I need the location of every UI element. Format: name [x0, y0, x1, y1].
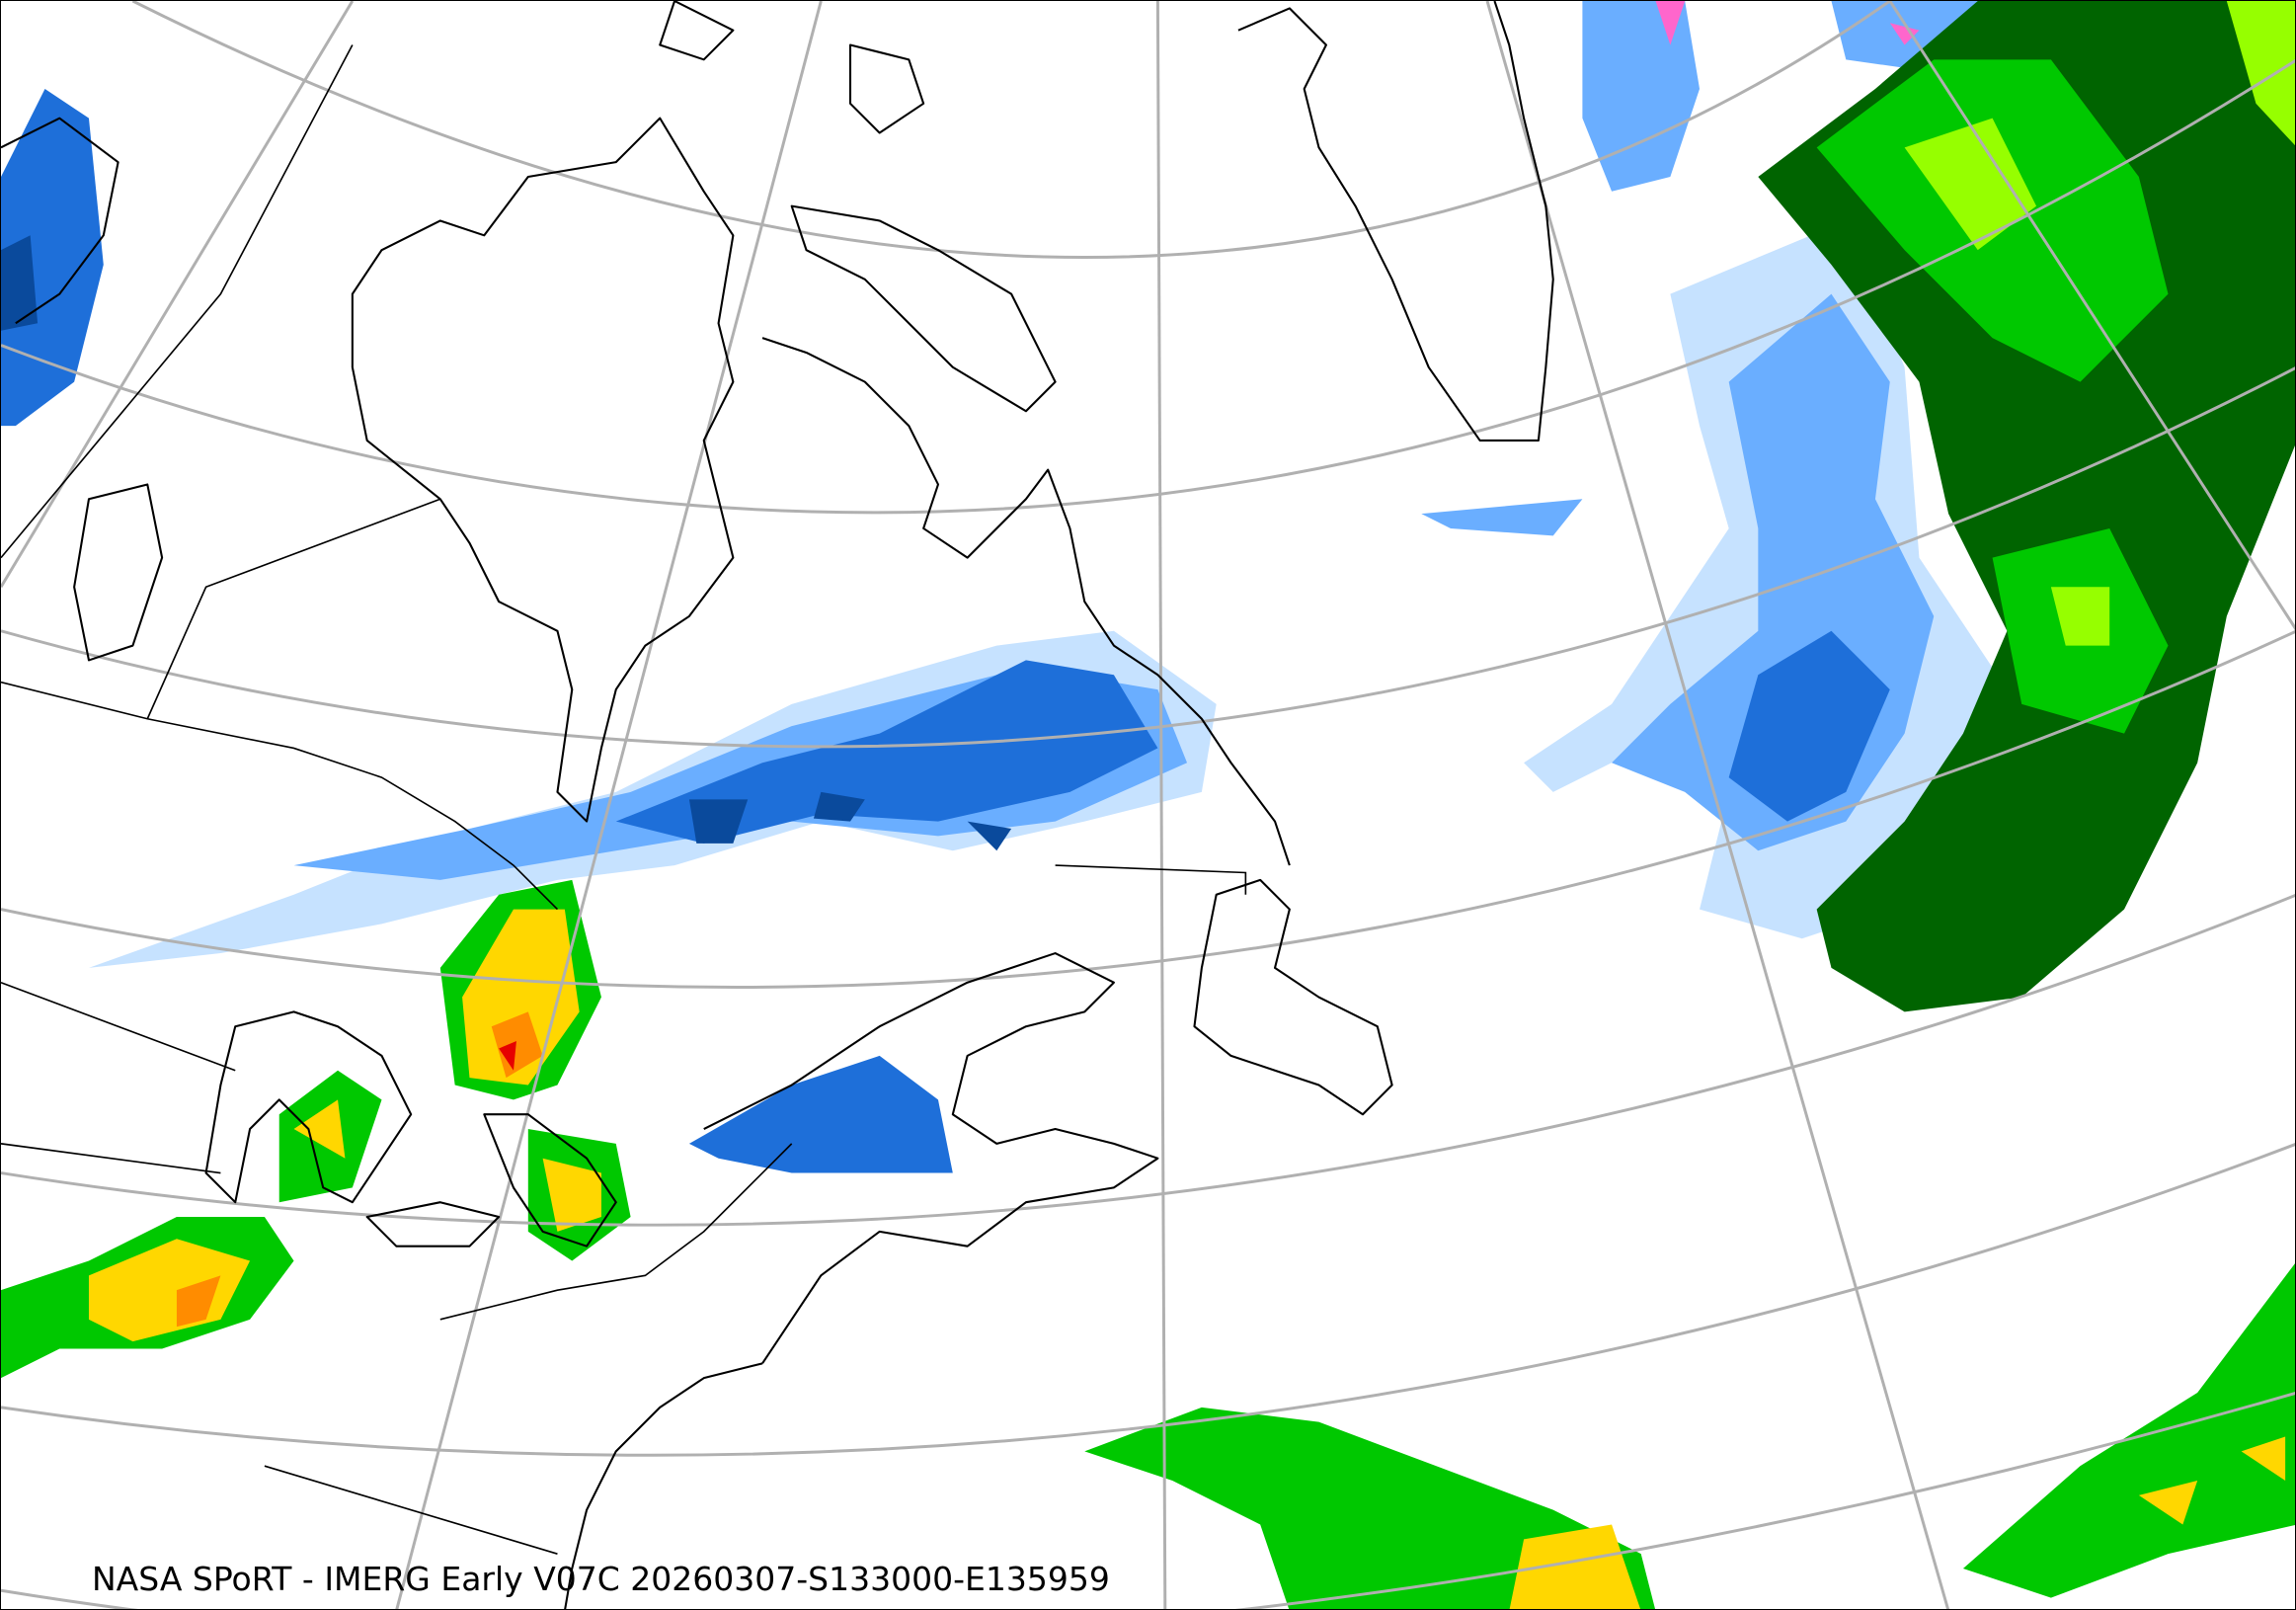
great-lakes — [204, 1010, 617, 1248]
rain-area — [1509, 1436, 2286, 1609]
longitude-line — [395, 1, 823, 1609]
atlantic-us-coast — [564, 1362, 763, 1609]
longitude-line — [1888, 1, 2295, 631]
longitude-line — [1485, 1, 1950, 1609]
latitude-line — [131, 1, 1891, 259]
rain-area — [1816, 59, 2169, 734]
hudson-bay-coast — [351, 117, 735, 823]
snow-band — [615, 660, 1158, 844]
st-lawrence-coast — [703, 952, 1159, 1364]
snow-band — [1421, 499, 1583, 536]
political-borders — [1, 44, 1247, 1555]
latitude-line — [1, 630, 2295, 989]
snow-band — [1728, 630, 1890, 822]
longitude-line — [1, 1, 355, 589]
rain-area — [176, 1011, 543, 1328]
latitude-line — [1, 58, 2295, 515]
snow-extreme — [1655, 1, 1920, 45]
rain-area — [1758, 1, 2295, 1012]
province-borders — [1, 44, 1247, 1555]
snow-band — [1, 88, 104, 427]
map-caption: NASA SPoRT - IMERG Early V07C 20260307-S… — [92, 1560, 1110, 1598]
snow-core — [1, 235, 39, 331]
coastlines — [1, 1, 1554, 1609]
labrador-quebec-coast — [761, 337, 1291, 866]
latitude-line — [1, 366, 2295, 749]
snow-band — [688, 1055, 953, 1173]
rain-area — [88, 909, 601, 1342]
snow-band — [1582, 1, 1978, 192]
snow-core — [688, 791, 1012, 851]
latitude-line — [1, 893, 2295, 1227]
rain-area — [1904, 1, 2295, 646]
newfoundland-coast — [1193, 878, 1393, 1116]
greenland-coast — [1237, 1, 1554, 442]
rain-core — [499, 1041, 516, 1071]
arctic-islands — [1, 1, 1057, 662]
latitude-line — [1, 1143, 2295, 1457]
rain-area — [1084, 1263, 2295, 1609]
longitude-line — [1155, 1, 1167, 1609]
